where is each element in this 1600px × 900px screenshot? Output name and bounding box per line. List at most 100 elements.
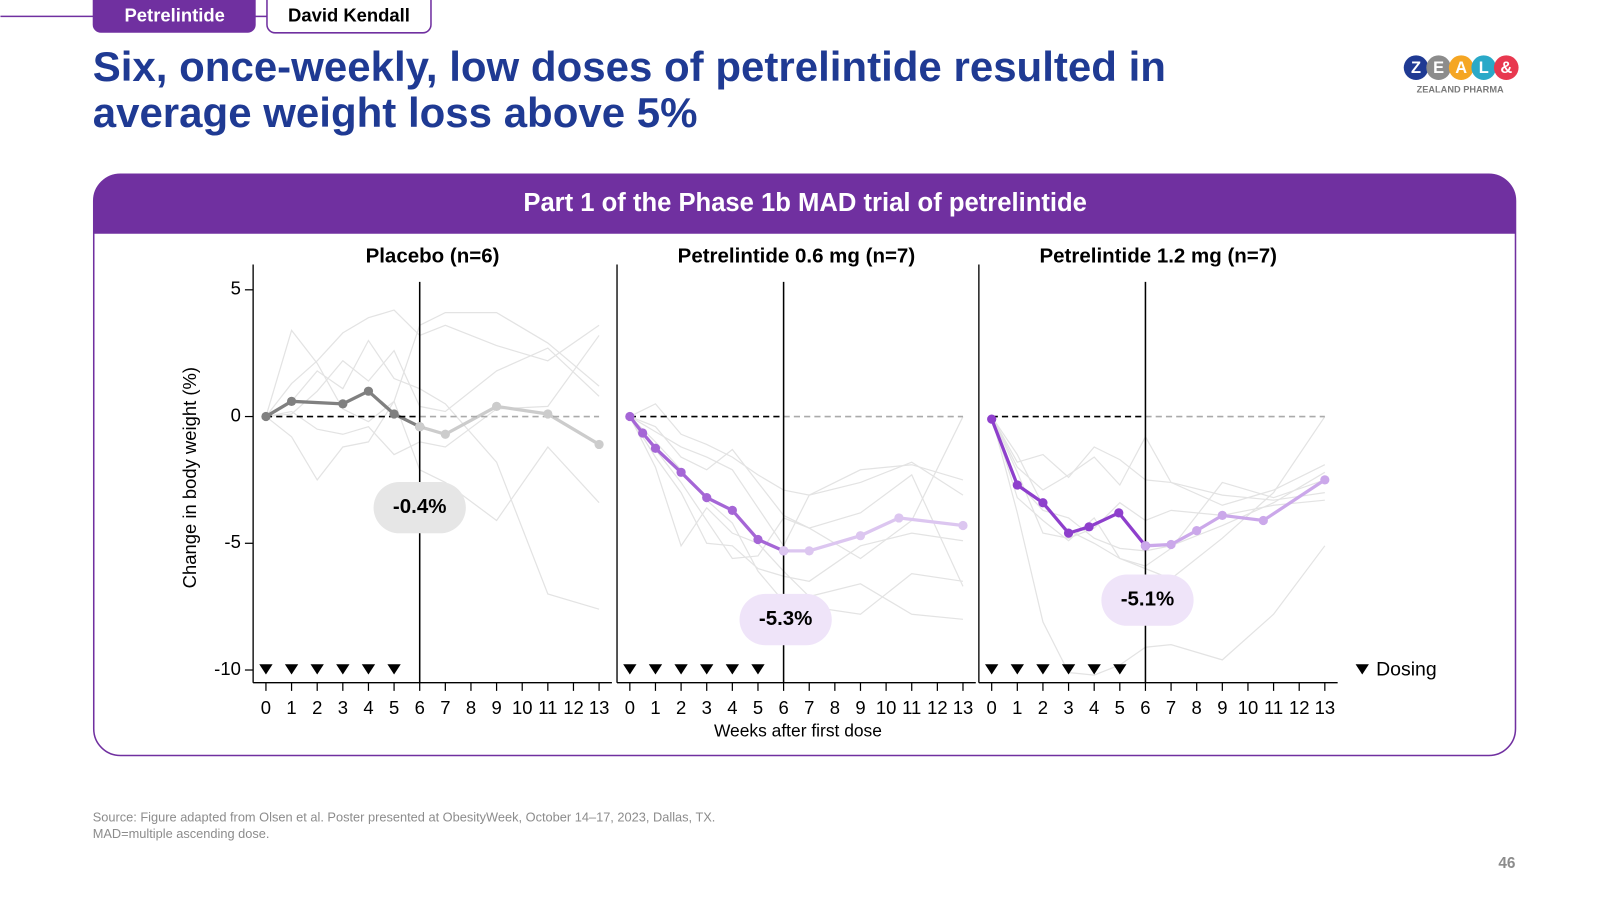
x-tick-label: 0 — [261, 697, 271, 718]
y-tick-label: -5 — [224, 531, 240, 552]
mean-point — [958, 520, 968, 531]
mean-point — [286, 396, 297, 406]
x-tick-label: 13 — [953, 697, 974, 718]
dosing-marker — [259, 664, 273, 675]
slide-title: average weight loss above 5% — [93, 89, 698, 136]
x-tick-label: 5 — [1115, 697, 1125, 718]
x-tick-label: 6 — [415, 697, 425, 718]
mean-point — [1320, 475, 1330, 485]
x-tick-label: 8 — [466, 697, 476, 718]
logo-letter: Z — [1411, 59, 1421, 77]
x-tick-label: 9 — [1217, 697, 1227, 718]
x-tick-label: 6 — [1140, 697, 1150, 718]
x-axis-label: Weeks after first dose — [714, 721, 882, 741]
x-tick-label: 0 — [625, 697, 635, 718]
x-tick-label: 9 — [855, 697, 865, 718]
dosing-marker — [1010, 664, 1024, 675]
individual-line — [265, 399, 600, 522]
x-tick-label: 7 — [440, 697, 450, 718]
x-tick-label: 13 — [589, 697, 610, 718]
annotation-label: -5.1% — [1121, 588, 1175, 611]
annotation-bubble — [739, 593, 832, 646]
tab-label[interactable]: Petrelintide — [125, 4, 225, 25]
dosing-marker — [336, 664, 350, 675]
dosing-marker — [284, 664, 299, 675]
annotation-label: -0.4% — [393, 495, 447, 518]
slide-title: Six, once-weekly, low doses of petrelint… — [93, 43, 1166, 90]
footnote: Source: Figure adapted from Olsen et al.… — [93, 809, 716, 824]
dosing-marker — [310, 664, 324, 675]
individual-line — [991, 416, 1325, 501]
mean-point — [1192, 525, 1202, 536]
x-tick-label: 10 — [1238, 697, 1259, 718]
logo-letter: A — [1455, 59, 1467, 77]
individual-line — [991, 416, 1326, 506]
x-tick-label: 12 — [927, 697, 948, 718]
x-tick-label: 6 — [778, 697, 788, 718]
dosing-marker — [1087, 664, 1101, 675]
dosing-marker — [1036, 664, 1050, 675]
dosing-marker — [648, 664, 663, 675]
page-number: 46 — [1498, 855, 1515, 872]
x-tick-label: 11 — [538, 697, 557, 718]
panel-title: Part 1 of the Phase 1b MAD trial of petr… — [523, 189, 1087, 217]
mean-point — [1084, 522, 1094, 532]
logo-circle — [1471, 55, 1497, 80]
mean-point — [1258, 515, 1268, 526]
dosing-marker — [725, 664, 740, 675]
mean-point — [1140, 541, 1151, 551]
mean-point — [440, 429, 450, 439]
x-tick-label: 1 — [650, 697, 660, 718]
legend-label: Dosing — [1376, 659, 1437, 681]
mean-line — [265, 389, 421, 429]
mean-point — [415, 422, 425, 432]
x-tick-label: 10 — [512, 697, 533, 718]
x-tick-label: 1 — [286, 697, 296, 718]
mean-point — [753, 534, 763, 545]
y-tick-label: -10 — [214, 658, 241, 679]
mean-point — [855, 531, 866, 541]
dosing-marker — [751, 664, 765, 675]
individual-line — [629, 415, 964, 560]
x-tick-label: 9 — [491, 697, 501, 718]
tab[interactable] — [92, 0, 256, 33]
x-tick-label: 2 — [1038, 697, 1048, 718]
annotation-bubble — [1101, 574, 1194, 626]
x-tick-label: 13 — [1315, 697, 1336, 718]
x-tick-label: 2 — [676, 697, 686, 718]
dosing-marker — [387, 664, 401, 675]
x-tick-label: 11 — [1264, 697, 1283, 718]
chart-title: Petrelintide 1.2 mg (n=7) — [1039, 245, 1277, 268]
presenter-tab[interactable] — [266, 0, 432, 34]
footnote: MAD=multiple ascending dose. — [93, 826, 270, 841]
y-tick-label: 0 — [231, 404, 241, 425]
mean-point — [676, 467, 686, 477]
mean-point — [363, 386, 374, 396]
dosing-marker — [1061, 664, 1076, 675]
presenter-label[interactable]: David Kendall — [288, 4, 410, 25]
x-tick-label: 12 — [1289, 697, 1310, 718]
logo-circle — [1448, 55, 1474, 80]
mean-point — [1217, 510, 1227, 521]
logo-circle — [1426, 55, 1451, 80]
logo-text: ZEALAND PHARMA — [1417, 85, 1504, 95]
mean-point — [1012, 480, 1022, 490]
mean-point — [1038, 498, 1048, 508]
logo-letter: & — [1500, 59, 1512, 77]
individual-line — [265, 347, 600, 418]
x-tick-label: 3 — [338, 697, 348, 718]
x-tick-label: 5 — [753, 697, 763, 718]
annotation-bubble — [373, 482, 466, 534]
logo-letter: E — [1433, 59, 1444, 77]
individual-line — [991, 416, 1325, 539]
x-tick-label: 7 — [1166, 697, 1176, 718]
individual-line — [629, 416, 964, 587]
dosing-marker — [361, 664, 376, 675]
mean-point — [987, 414, 997, 424]
individual-line — [265, 339, 600, 610]
dosing-marker — [985, 664, 999, 675]
mean-point — [1063, 528, 1074, 538]
dosing-marker — [1113, 664, 1127, 675]
individual-line — [991, 416, 1326, 580]
